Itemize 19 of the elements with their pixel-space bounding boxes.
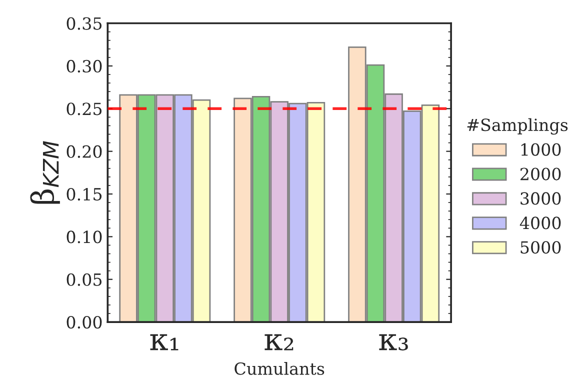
y-tick-label: 0.10 xyxy=(66,230,102,244)
y-axis-title: β$_{KZM}$ xyxy=(30,141,60,204)
y-tick-label: 0.00 xyxy=(66,316,102,329)
x-tick-label: κ₂ xyxy=(264,334,294,350)
x-tick-label: κ₃ xyxy=(379,334,408,350)
legend-label: 2000 xyxy=(520,168,561,180)
legend-label: 5000 xyxy=(520,241,561,254)
y-tick-label: 0.25 xyxy=(66,102,102,116)
y-tick-label: 0.05 xyxy=(66,273,102,286)
y-tick-label: 0.15 xyxy=(66,188,102,201)
y-tick-label: 0.20 xyxy=(66,145,102,158)
y-tick-label: 0.30 xyxy=(66,60,102,73)
legend-label: 1000 xyxy=(521,143,561,156)
y-tick-label: 0.35 xyxy=(66,17,102,30)
legend-title: #Samplings xyxy=(467,118,568,135)
legend-label: 3000 xyxy=(520,192,561,205)
x-tick-label: κ₁ xyxy=(150,334,178,350)
x-axis-title: Cumulants xyxy=(234,362,324,375)
legend-label: 4000 xyxy=(520,216,561,230)
